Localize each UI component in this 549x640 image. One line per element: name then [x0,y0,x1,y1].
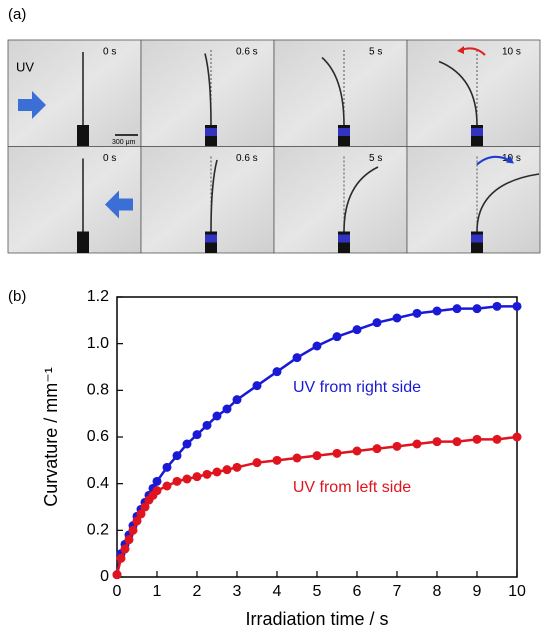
data-point [203,470,212,479]
x-tick-label: 7 [393,583,402,600]
holder [77,125,89,147]
data-point [393,442,402,451]
data-point [213,468,222,477]
data-point [333,449,342,458]
y-tick-label: 1.2 [87,288,109,305]
data-point [163,482,172,491]
data-point [163,463,172,472]
holder-tape [338,128,350,136]
data-point [473,304,482,313]
y-tick-label: 0.8 [87,382,109,399]
data-point [333,332,342,341]
holder [77,232,89,254]
data-point [223,405,232,414]
series-label: UV from right side [293,379,421,396]
data-point [433,437,442,446]
time-label: 0 s [103,153,116,164]
y-axis-label: Curvature / mm⁻¹ [41,367,61,507]
data-point [353,325,362,334]
figure: (a) (b) 0 s0.6 s5 s10 s0 s0.6 s5 s10 sUV… [0,0,549,635]
data-point [393,314,402,323]
data-point [233,463,242,472]
data-point [117,554,126,563]
photo [8,40,141,147]
panel-label: (b) [8,288,26,305]
holder-tape [205,235,217,243]
data-point [513,433,522,442]
x-tick-label: 10 [508,583,526,600]
x-tick-label: 0 [113,583,122,600]
holder-tape [205,128,217,136]
data-point [473,435,482,444]
data-point [513,302,522,311]
data-point [453,304,462,313]
data-point [223,465,232,474]
data-point [213,412,222,421]
data-point [433,307,442,316]
y-tick-label: 0 [100,568,109,585]
holder-tape [471,235,483,243]
data-point [193,472,202,481]
data-point [153,486,162,495]
x-tick-label: 3 [233,583,242,600]
data-point [413,309,422,318]
x-tick-label: 5 [313,583,322,600]
data-point [293,454,302,463]
data-point [493,435,502,444]
time-label: 0 s [103,47,116,58]
y-tick-label: 0.2 [87,522,109,539]
x-tick-label: 2 [193,583,202,600]
time-label: 10 s [502,47,521,58]
uv-label: UV [16,59,34,74]
data-point [353,447,362,456]
data-point [125,535,134,544]
x-tick-label: 6 [353,583,362,600]
data-point [293,353,302,362]
data-point [183,440,192,449]
y-tick-label: 1.0 [87,335,109,352]
panel-label: (a) [8,6,26,23]
y-tick-label: 0.4 [87,475,109,492]
data-point [173,477,182,486]
data-point [313,342,322,351]
x-tick-label: 9 [473,583,482,600]
plot-frame [117,297,517,577]
data-point [313,451,322,460]
x-axis-label: Irradiation time / s [245,609,388,629]
time-label: 0.6 s [236,47,258,58]
data-point [173,451,182,460]
data-point [413,440,422,449]
y-tick-label: 0.6 [87,428,109,445]
data-point [183,475,192,484]
x-tick-label: 8 [433,583,442,600]
data-point [121,545,130,554]
data-point [193,430,202,439]
time-label: 0.6 s [236,153,258,164]
data-point [113,570,122,579]
time-label: 5 s [369,47,382,58]
data-point [253,458,262,467]
data-point [273,367,282,376]
data-point [453,437,462,446]
data-point [253,381,262,390]
data-point [153,477,162,486]
data-point [373,318,382,327]
data-point [373,444,382,453]
series-label: UV from left side [293,479,411,496]
holder-tape [338,235,350,243]
scale-bar-label: 300 μm [112,139,136,146]
time-label: 5 s [369,153,382,164]
data-point [493,302,502,311]
data-point [129,526,138,535]
holder-tape [471,128,483,136]
x-tick-label: 4 [273,583,282,600]
data-point [233,395,242,404]
x-tick-label: 1 [153,583,162,600]
data-point [203,421,212,430]
data-point [273,456,282,465]
